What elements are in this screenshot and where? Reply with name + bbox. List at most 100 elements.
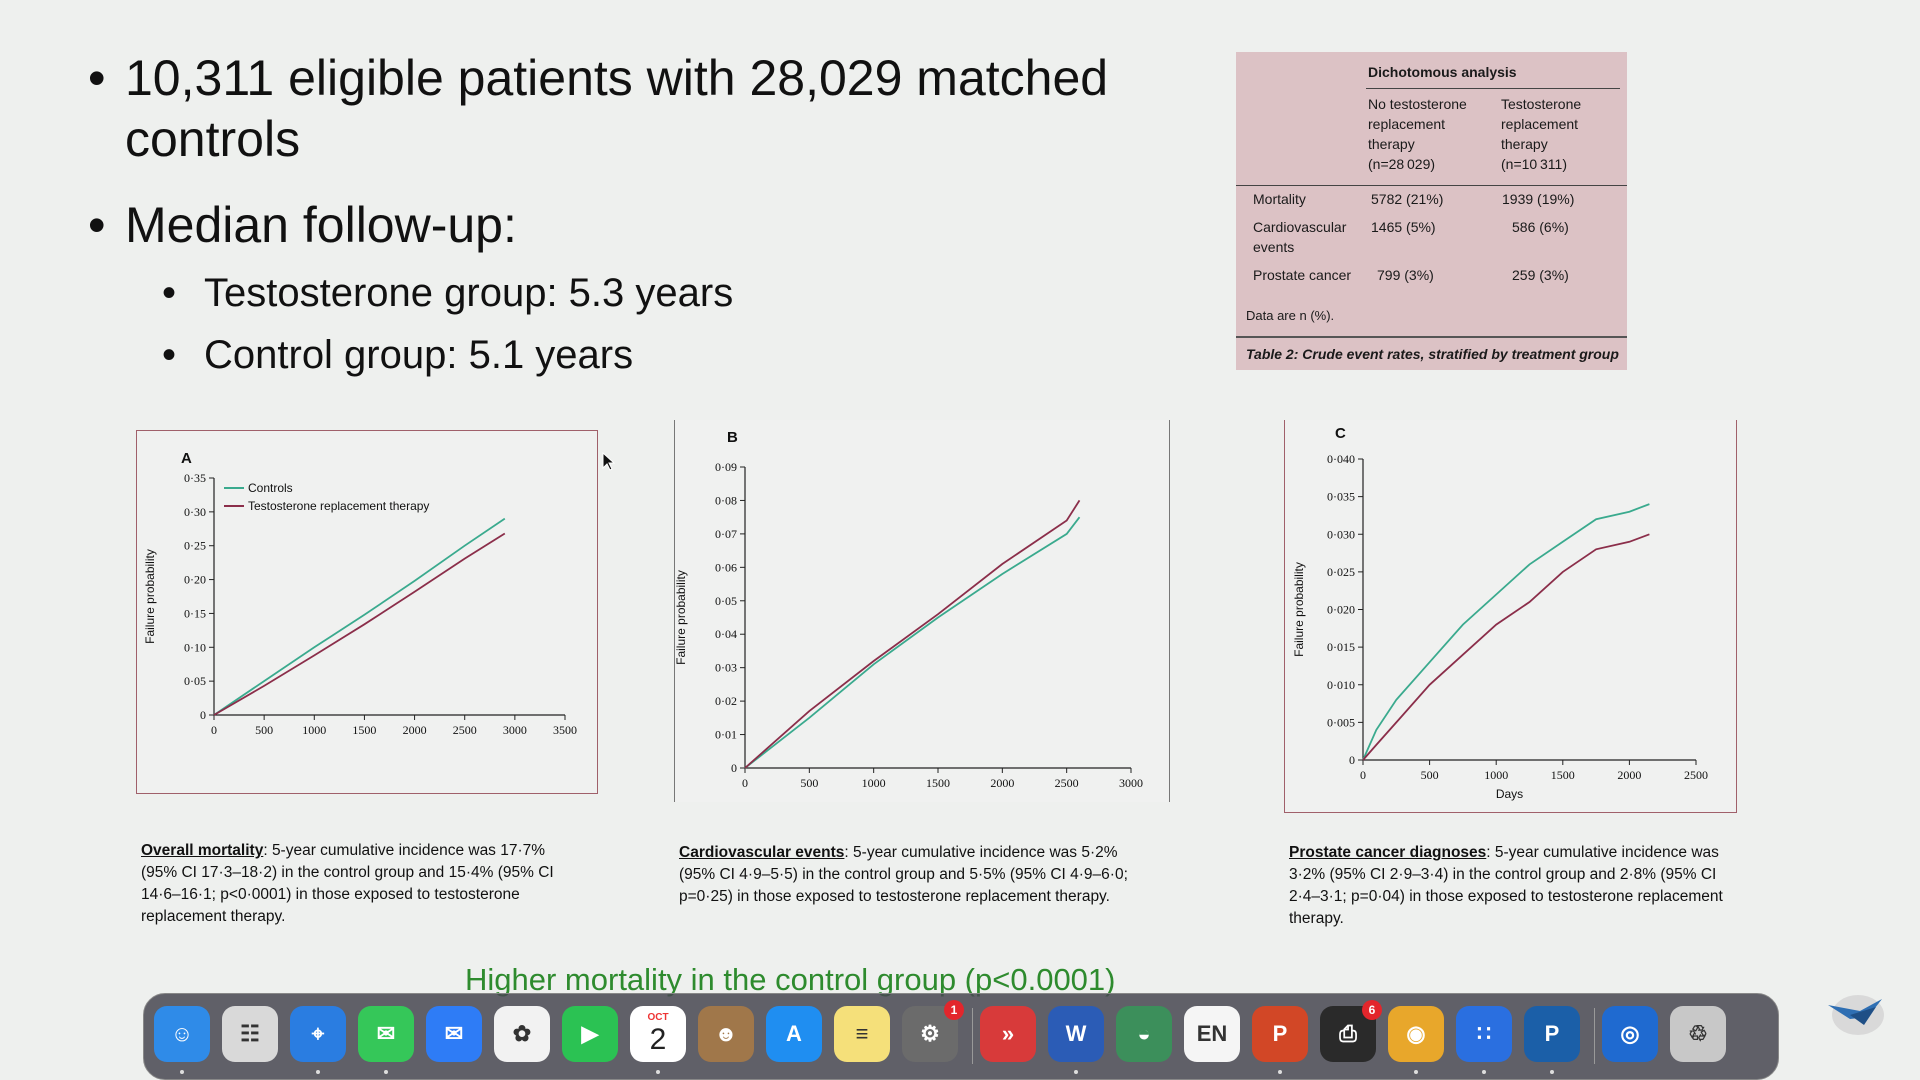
footer-conclusion: Higher mortality in the control group (p… <box>465 962 1116 997</box>
table-cell: 259 (3%) <box>1512 267 1569 283</box>
contacts-icon[interactable]: ☻ <box>698 1006 754 1062</box>
series-line-trt <box>1362 533 1650 761</box>
x-tick-label: 1000 <box>1484 768 1508 782</box>
table-col-header-no-trt: No testosterone replacement therapy (n=2… <box>1368 96 1467 172</box>
running-indicator <box>180 1070 184 1074</box>
chart-panel-a: A 0 0·05 0·10 0·15 0·20 0·25 0·30 0·35 0 500 1000 15… <box>136 430 598 794</box>
x-tick-label: 2000 <box>1617 768 1641 782</box>
x-tick-label: 500 <box>800 776 818 790</box>
table-row-label: Prostate cancer <box>1253 267 1352 283</box>
series-line-controls <box>1362 503 1650 761</box>
table-cell: 1465 (5%) <box>1371 219 1436 235</box>
powerpoint-icon[interactable]: P <box>1252 1006 1308 1062</box>
x-tick-label: 1000 <box>302 723 326 737</box>
table-cell: 1939 (19%) <box>1502 191 1575 207</box>
language-input-glyph: EN <box>1196 1021 1228 1046</box>
notes-icon[interactable]: ≡ <box>834 1006 890 1062</box>
globe-app-glyph: ◒ <box>1137 1021 1151 1046</box>
table-col-header-trt: Testosterone replacement therapy (n=10 3… <box>1501 96 1582 172</box>
finder-icon[interactable]: ☺ <box>154 1006 210 1062</box>
y-tick-label: 0·04 <box>715 627 737 641</box>
panel-label: B <box>727 429 738 446</box>
y-tick-label: 0·02 <box>715 694 737 708</box>
x-tick-label: 1500 <box>1551 768 1575 782</box>
y-tick-label: 0·10 <box>184 640 206 654</box>
y-tick-label: 0·15 <box>184 606 206 620</box>
mail-glyph: ✉ <box>444 1021 464 1046</box>
running-indicator <box>316 1070 320 1074</box>
dot-grid-app-icon[interactable]: ∷ <box>1456 1006 1512 1062</box>
x-tick-label: 0 <box>211 723 217 737</box>
safari-glyph: ⌖ <box>311 1021 325 1046</box>
legend-label: Testosterone replacement therapy <box>248 499 429 513</box>
launchpad-icon[interactable]: ☷ <box>222 1006 278 1062</box>
table-group-header: Dichotomous analysis <box>1368 64 1517 80</box>
panel-label: C <box>1335 425 1346 442</box>
table-cell: 586 (6%) <box>1512 219 1569 235</box>
table-caption: Table 2: Crude event rates, stratified b… <box>1236 336 1627 370</box>
word-icon[interactable]: W <box>1048 1006 1104 1062</box>
series-line-trt <box>744 499 1081 769</box>
system-settings-icon[interactable]: ⚙ 1 <box>902 1000 964 1062</box>
y-tick-label: 0·020 <box>1327 603 1355 617</box>
language-input-icon[interactable]: EN <box>1184 1006 1240 1062</box>
bullet-follow-up-text: Median follow-up: <box>125 197 517 253</box>
chart-a-svg: A 0 0·05 0·10 0·15 0·20 0·25 0·30 0·35 0 500 1000 15… <box>143 450 577 737</box>
sub-bullet-control-text: Control group: 5.1 years <box>204 333 634 377</box>
x-tick-label: 0 <box>1360 768 1366 782</box>
running-indicator <box>1278 1070 1282 1074</box>
calendar-icon[interactable]: OCT 2 <box>630 1006 686 1062</box>
x-tick-label: 1500 <box>352 723 376 737</box>
y-axis-label: Failure probability <box>675 570 688 665</box>
x-tick-label: 2500 <box>1055 776 1079 790</box>
powershell-glyph: P <box>1544 1021 1560 1046</box>
series-line-controls <box>213 517 506 716</box>
trash-icon[interactable]: ♲ <box>1670 1006 1726 1062</box>
globe-app-icon[interactable]: ◒ <box>1116 1006 1172 1062</box>
chart-b-svg: B 0 0·01 0·02 0·03 0·04 0·05 0·06 0·07 0·08 0·09 0 5… <box>675 429 1143 790</box>
photos-icon[interactable]: ✿ <box>494 1006 550 1062</box>
table-cell: 5782 (21%) <box>1371 191 1444 207</box>
facetime-icon[interactable]: ▶ <box>562 1006 618 1062</box>
mail-icon[interactable]: ✉ <box>426 1006 482 1062</box>
y-tick-label: 0·01 <box>715 728 737 742</box>
y-tick-label: 0·07 <box>715 527 737 541</box>
bullet-patients-text: 10,311 eligible patients with 28,029 mat… <box>125 50 1109 167</box>
messages-icon[interactable]: ✉ <box>358 1006 414 1062</box>
y-tick-label: 0·30 <box>184 505 206 519</box>
chart-panel-b: B 0 0·01 0·02 0·03 0·04 0·05 0·06 0·07 0·08 0·09 0 5… <box>674 420 1170 802</box>
y-tick-label: 0·010 <box>1327 678 1355 692</box>
chrome-icon[interactable]: ◉ <box>1388 1006 1444 1062</box>
y-tick-label: 0·005 <box>1327 715 1355 729</box>
mouse-cursor-icon <box>602 452 616 471</box>
powerpoint-glyph: P <box>1272 1021 1288 1046</box>
y-axis-label: Failure probability <box>143 549 157 644</box>
table-cell: 799 (3%) <box>1377 267 1434 283</box>
printer-icon[interactable]: ⎙ 6 <box>1320 1000 1382 1062</box>
series-line-trt <box>213 532 506 716</box>
y-tick-label: 0·030 <box>1327 527 1355 541</box>
y-tick-label: 0·35 <box>184 471 206 485</box>
crude-event-rates-table: Dichotomous analysis No testosterone rep… <box>1236 52 1627 370</box>
powershell-icon[interactable]: P <box>1524 1006 1580 1062</box>
contacts-glyph: ☻ <box>714 1021 738 1046</box>
y-axis-label: Failure probability <box>1292 562 1306 657</box>
x-tick-label: 2500 <box>1684 768 1708 782</box>
trash-glyph: ♲ <box>1688 1021 1708 1046</box>
notification-badge: 1 <box>944 1000 964 1020</box>
messages-glyph: ✉ <box>376 1021 396 1046</box>
app-store-glyph: A <box>786 1021 802 1046</box>
x-tick-label: 500 <box>255 723 273 737</box>
x-tick-label: 500 <box>1421 768 1439 782</box>
swirl-app-icon[interactable]: ◎ <box>1602 1006 1658 1062</box>
safari-icon[interactable]: ⌖ <box>290 1006 346 1062</box>
y-tick-label: 0·03 <box>715 661 737 675</box>
y-tick-label: 0·015 <box>1327 640 1355 654</box>
running-indicator <box>1482 1070 1486 1074</box>
remote-desktop-icon[interactable]: » <box>980 1006 1036 1062</box>
y-tick-label: 0·25 <box>184 539 206 553</box>
dot-grid-app-glyph: ∷ <box>1477 1021 1491 1046</box>
app-store-icon[interactable]: A <box>766 1006 822 1062</box>
chrome-glyph: ◉ <box>1406 1021 1426 1046</box>
